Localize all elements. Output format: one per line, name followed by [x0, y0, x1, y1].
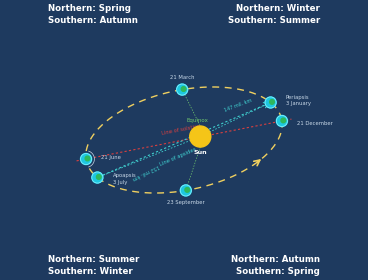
Circle shape	[96, 175, 101, 179]
Circle shape	[270, 100, 274, 104]
Circle shape	[81, 153, 92, 165]
Circle shape	[190, 126, 211, 147]
Text: 21 December: 21 December	[297, 121, 333, 126]
Text: Line of apsides: Line of apsides	[159, 147, 198, 167]
Text: Apoapsis
3 July: Apoapsis 3 July	[113, 173, 137, 185]
Circle shape	[185, 188, 190, 192]
Circle shape	[276, 115, 287, 127]
Circle shape	[180, 185, 191, 196]
Circle shape	[265, 97, 276, 108]
Circle shape	[177, 84, 188, 95]
Text: Equinox: Equinox	[187, 118, 208, 123]
Text: 147 mil. km: 147 mil. km	[224, 97, 253, 113]
Text: Northern: Spring
Southern: Autumn: Northern: Spring Southern: Autumn	[48, 4, 138, 25]
Text: Northern: Autumn
Southern: Spring: Northern: Autumn Southern: Spring	[231, 255, 320, 276]
Text: Northern: Winter
Southern: Summer: Northern: Winter Southern: Summer	[227, 4, 320, 25]
Text: 21 June: 21 June	[101, 155, 121, 160]
Circle shape	[85, 156, 90, 161]
Text: Line of solstice: Line of solstice	[162, 123, 201, 136]
Text: 23 September: 23 September	[167, 200, 205, 205]
Text: Sun: Sun	[194, 150, 207, 155]
Text: 21 March: 21 March	[170, 75, 194, 80]
Text: Northern: Summer
Southern: Winter: Northern: Summer Southern: Winter	[48, 255, 139, 276]
Circle shape	[181, 87, 186, 91]
Circle shape	[281, 118, 286, 123]
Circle shape	[92, 172, 103, 183]
Text: 152 mil. km: 152 mil. km	[132, 163, 160, 181]
Text: Periapsis
3 January: Periapsis 3 January	[286, 95, 311, 106]
